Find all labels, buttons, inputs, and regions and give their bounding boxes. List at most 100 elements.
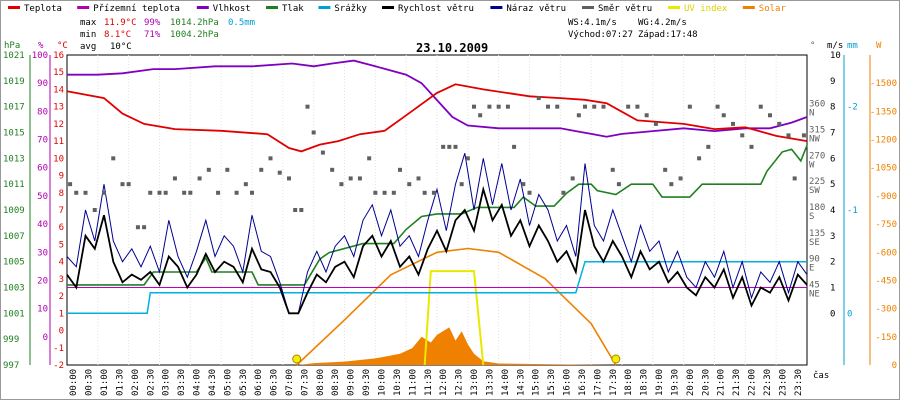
degc-tick-18: -2 [53, 361, 64, 371]
x-tick-25: 12:30 [455, 369, 465, 396]
wind-direction-point-88 [792, 176, 797, 181]
axis-dir-unit: ° [810, 41, 815, 51]
wind-direction-point-64 [583, 104, 587, 109]
w-tick-9: -150 [875, 333, 897, 343]
series-wind-gust [66, 153, 808, 314]
hpa-tick-4: 1013 [3, 154, 25, 164]
info-sunset: Západ:17:48 [638, 30, 698, 40]
x-tick-4: 02:00 [131, 369, 141, 396]
pct-tick-0: 100 [32, 51, 48, 61]
degc-tick-15: 1 [59, 309, 64, 319]
series-pressure [67, 145, 808, 286]
x-tick-47: 23:30 [794, 369, 804, 396]
legend-swatch-9 [742, 6, 755, 9]
wind-direction-point-36 [367, 156, 372, 161]
wind-direction-point-35 [357, 176, 362, 181]
axes: 1021101910171015101310111009100710051003… [3, 51, 897, 396]
dir-tick-0: 360 [809, 100, 825, 110]
wind-direction-point-37 [373, 190, 378, 195]
wind-direction-point-2 [83, 190, 88, 195]
pct-tick-7: 30 [37, 248, 48, 258]
x-tick-20: 10:00 [378, 369, 388, 396]
series-humidity [67, 59, 808, 138]
wind-direction-point-56 [521, 182, 526, 187]
pct-tick-2: 80 [37, 107, 48, 117]
x-tick-24: 12:00 [439, 369, 449, 396]
legend-label-7: Směr větru [598, 4, 652, 14]
x-tick-17: 08:30 [331, 369, 341, 396]
legend-label-1: Přízemní teplota [93, 4, 180, 14]
x-tick-46: 23:00 [778, 369, 788, 396]
ms-tick-10: 0 [830, 309, 835, 319]
x-tick-28: 14:00 [501, 369, 511, 396]
wind-direction-point-34 [348, 176, 353, 181]
w-tick-3: -1050 [870, 164, 897, 174]
legend-label-9: Solar [759, 4, 787, 14]
wind-direction-point-81 [731, 121, 735, 126]
x-tick-29: 14:30 [516, 369, 526, 396]
wind-direction-point-3 [92, 208, 97, 212]
axis-pct-unit: % [38, 41, 44, 51]
wind-direction-point-44 [431, 190, 436, 195]
axis-ms-unit: m/s [827, 41, 843, 51]
wind-direction-point-9 [142, 225, 147, 230]
axis-w-unit: W [876, 41, 882, 51]
dir-label-7: NE [809, 290, 820, 300]
w-tick-1: -1350 [870, 107, 897, 117]
wind-direction-point-39 [391, 190, 396, 195]
dir-label-0: N [809, 109, 814, 119]
stats-min-label: min [80, 30, 96, 40]
wind-direction-point-80 [721, 113, 726, 118]
w-tick-7: -450 [875, 277, 897, 287]
wind-direction-point-23 [259, 167, 264, 172]
wind-direction-point-32 [330, 167, 335, 172]
hpa-tick-1: 1019 [3, 77, 25, 87]
stats-max-temp: 11.9°C [104, 18, 137, 28]
degc-tick-5: 11 [53, 137, 64, 147]
ms-tick-1: 9 [830, 77, 835, 87]
dir-label-2: W [809, 160, 815, 170]
wind-direction-point-77 [697, 156, 702, 161]
hpa-tick-2: 1017 [3, 103, 25, 113]
x-tick-10: 05:00 [223, 369, 233, 396]
legend-swatch-0 [8, 6, 20, 9]
sun-marker-0 [292, 354, 302, 364]
wind-direction-point-55 [512, 144, 517, 149]
wind-direction-point-41 [407, 182, 412, 187]
wind-direction-point-85 [768, 113, 772, 118]
pct-tick-1: 90 [37, 79, 48, 89]
info-ws: WS:4.1m/s [568, 18, 617, 28]
x-tick-44: 22:00 [748, 369, 758, 396]
x-tick-41: 20:30 [701, 369, 711, 396]
legend-swatch-8 [668, 6, 680, 9]
wind-direction-point-28 [299, 208, 304, 212]
wind-direction-point-60 [555, 104, 560, 109]
x-tick-43: 21:30 [732, 369, 742, 396]
stats-max-rain: 0.5mm [228, 18, 255, 28]
wind-direction-point-59 [546, 104, 550, 109]
wind-direction-point-17 [206, 167, 211, 172]
stats-avg-temp: 10°C [110, 42, 132, 52]
x-tick-35: 17:30 [609, 369, 619, 396]
wind-direction-point-63 [576, 113, 581, 118]
stats-min-hum: 71% [144, 30, 161, 40]
axis-degc-unit: °C [57, 41, 68, 51]
wind-direction-point-25 [277, 170, 282, 175]
ms-tick-8: 2 [830, 258, 835, 268]
wind-direction-point-26 [287, 176, 291, 181]
ms-tick-9: 1 [830, 284, 835, 294]
legend-swatch-7 [582, 6, 594, 9]
series-wind-speed [66, 185, 808, 315]
wind-direction-point-0 [68, 182, 73, 187]
degc-tick-13: 3 [59, 275, 64, 285]
dir-label-5: SE [809, 238, 820, 248]
hpa-tick-7: 1007 [3, 232, 25, 242]
ms-tick-0: 10 [830, 51, 841, 61]
pct-tick-10: 0 [43, 333, 48, 343]
degc-tick-14: 2 [59, 292, 64, 302]
x-tick-5: 02:30 [146, 369, 156, 396]
wind-direction-point-16 [197, 176, 202, 181]
stats-min-press: 1004.2hPa [170, 30, 219, 40]
x-tick-14: 07:00 [285, 369, 295, 396]
wind-direction-point-79 [715, 104, 720, 109]
